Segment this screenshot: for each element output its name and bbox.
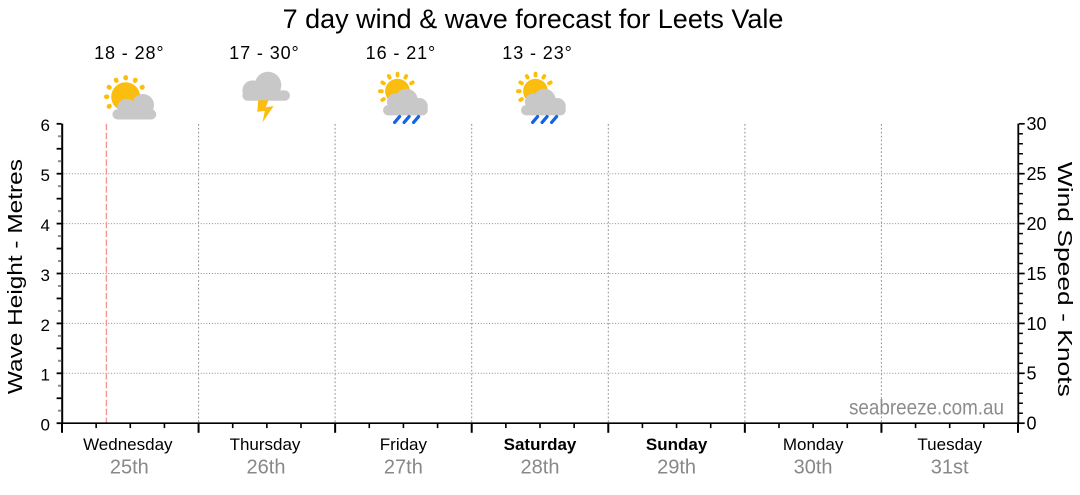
svg-text:seabreeze.com.au: seabreeze.com.au bbox=[849, 396, 1004, 420]
svg-text:25: 25 bbox=[1027, 164, 1047, 184]
svg-text:26th: 26th bbox=[247, 457, 286, 479]
svg-text:2: 2 bbox=[41, 316, 50, 335]
svg-text:16 - 21°: 16 - 21° bbox=[366, 43, 436, 63]
svg-text:Sunday: Sunday bbox=[646, 435, 708, 454]
svg-text:0: 0 bbox=[1027, 414, 1037, 434]
svg-text:17 - 30°: 17 - 30° bbox=[229, 43, 299, 63]
svg-text:5: 5 bbox=[41, 166, 50, 185]
svg-text:Tuesday: Tuesday bbox=[917, 435, 982, 454]
svg-text:Saturday: Saturday bbox=[504, 435, 577, 454]
svg-text:25th: 25th bbox=[110, 457, 149, 479]
svg-text:13 - 23°: 13 - 23° bbox=[502, 43, 572, 63]
svg-text:Wind Speed - Knots: Wind Speed - Knots bbox=[1053, 162, 1076, 397]
svg-text:5: 5 bbox=[1027, 364, 1037, 384]
svg-text:7 day wind & wave forecast for: 7 day wind & wave forecast for Leets Val… bbox=[283, 4, 784, 34]
svg-text:6: 6 bbox=[41, 116, 50, 135]
svg-text:1: 1 bbox=[41, 366, 50, 385]
svg-text:27th: 27th bbox=[384, 457, 423, 479]
svg-text:4: 4 bbox=[41, 216, 50, 235]
svg-text:3: 3 bbox=[41, 266, 50, 285]
svg-text:29th: 29th bbox=[657, 457, 696, 479]
svg-text:28th: 28th bbox=[521, 457, 560, 479]
svg-text:31st: 31st bbox=[931, 457, 969, 479]
svg-text:Thursday: Thursday bbox=[230, 435, 301, 454]
svg-text:15: 15 bbox=[1027, 264, 1047, 284]
svg-text:10: 10 bbox=[1027, 314, 1047, 334]
svg-text:Friday: Friday bbox=[380, 435, 428, 454]
svg-text:18 - 28°: 18 - 28° bbox=[94, 43, 164, 63]
svg-text:Monday: Monday bbox=[783, 435, 844, 454]
svg-text:20: 20 bbox=[1027, 214, 1047, 234]
svg-text:Wave Height - Metres: Wave Height - Metres bbox=[4, 159, 27, 394]
svg-text:0: 0 bbox=[41, 416, 50, 435]
svg-text:30th: 30th bbox=[794, 457, 833, 479]
svg-text:30: 30 bbox=[1027, 114, 1047, 134]
svg-text:Wednesday: Wednesday bbox=[83, 435, 173, 454]
